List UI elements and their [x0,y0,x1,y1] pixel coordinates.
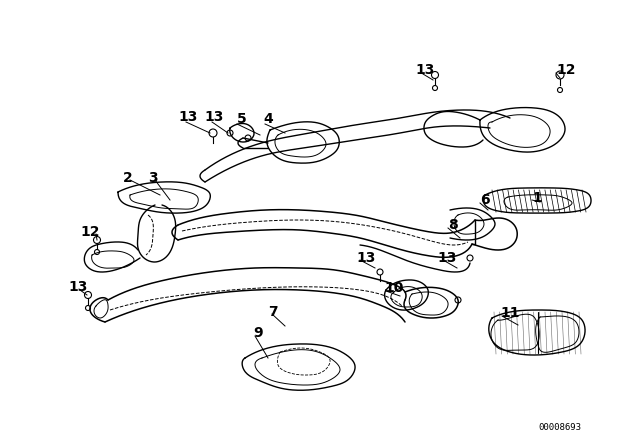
Text: 13: 13 [356,251,376,265]
Text: 1: 1 [532,191,541,205]
Text: 2: 2 [123,171,132,185]
Text: 4: 4 [263,112,273,126]
Text: 11: 11 [500,306,520,320]
Text: 00008693: 00008693 [538,423,582,432]
Text: 13: 13 [68,280,88,294]
Text: 3: 3 [148,171,157,185]
Text: 7: 7 [268,305,278,319]
Text: 9: 9 [253,326,262,340]
Text: 13: 13 [415,63,435,77]
Text: 6: 6 [480,193,490,207]
Text: 12: 12 [556,63,575,77]
Text: 13: 13 [437,251,456,265]
Text: 5: 5 [237,112,247,126]
Text: 13: 13 [178,110,197,124]
Text: 8: 8 [448,218,458,232]
Text: 13: 13 [204,110,223,124]
Text: 10: 10 [384,281,403,295]
Text: 12: 12 [80,225,99,239]
